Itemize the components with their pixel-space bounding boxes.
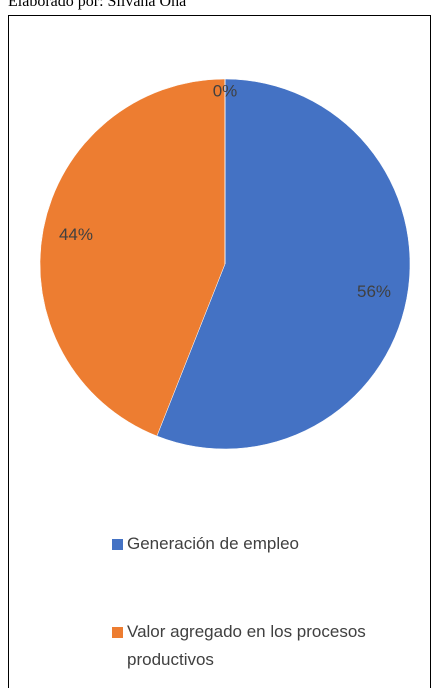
data-label: 44% xyxy=(59,225,93,244)
legend-item: Ninguno/ otros xyxy=(112,682,417,688)
legend-item: Generación de empleo xyxy=(112,530,417,558)
legend-swatch xyxy=(112,539,123,550)
chart-frame xyxy=(8,15,431,688)
data-label: 0% xyxy=(213,81,238,100)
legend-swatch xyxy=(112,627,123,638)
caption: Elaborado por: Silvana Oña xyxy=(8,0,187,10)
legend-label: Ninguno/ otros xyxy=(127,686,238,688)
pie-slice xyxy=(39,78,226,437)
legend: Generación de empleo Valor agregado en lo… xyxy=(112,530,417,688)
legend-label: Valor agregado en los procesos productiv… xyxy=(127,622,366,669)
legend-label: Generación de empleo xyxy=(127,534,300,553)
data-label: 56% xyxy=(357,282,391,301)
pie-slice xyxy=(156,78,411,450)
legend-item: Valor agregado en los procesos productiv… xyxy=(112,618,417,674)
